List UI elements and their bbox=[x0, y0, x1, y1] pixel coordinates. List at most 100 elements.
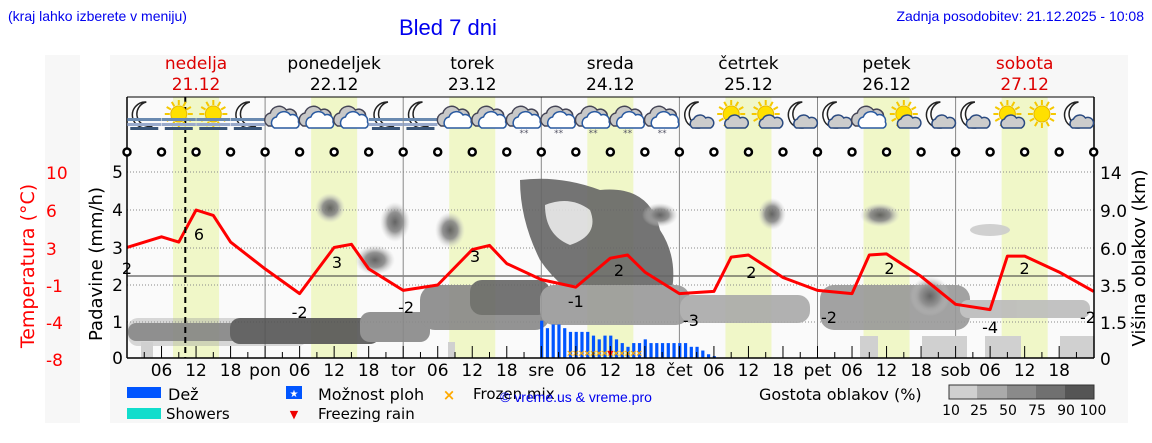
svg-text:pet: pet bbox=[804, 361, 832, 381]
page-title: Bled 7 dni bbox=[399, 15, 497, 40]
day-date: 23.12 bbox=[448, 75, 497, 95]
svg-text:-2: -2 bbox=[398, 298, 414, 317]
svg-text:2: 2 bbox=[884, 259, 894, 278]
temperature-labels: 26-23-23-12-32-22-42-2 bbox=[122, 225, 1096, 337]
svg-text:-2: -2 bbox=[1080, 308, 1096, 327]
moon-cloud-icon bbox=[684, 101, 715, 129]
svg-text:100: 100 bbox=[1080, 403, 1107, 419]
svg-text:3: 3 bbox=[332, 253, 342, 272]
svg-text:0: 0 bbox=[112, 349, 123, 369]
sun-fog-icon bbox=[161, 100, 196, 130]
svg-text:18: 18 bbox=[634, 361, 656, 381]
svg-text:0: 0 bbox=[1100, 350, 1111, 370]
last-update: Zadnja posodobitev: 21.12.2025 - 10:08 bbox=[896, 8, 1144, 24]
day-name: četrtek bbox=[718, 54, 779, 74]
svg-text:**: ** bbox=[623, 129, 633, 139]
svg-text:06: 06 bbox=[427, 361, 449, 381]
svg-text:18: 18 bbox=[910, 361, 932, 381]
cloudy-snow-icon: ** bbox=[609, 105, 645, 139]
svg-text:90: 90 bbox=[1057, 403, 1075, 419]
svg-text:10: 10 bbox=[46, 164, 68, 184]
svg-text:×: × bbox=[566, 349, 574, 359]
svg-text:06: 06 bbox=[151, 361, 173, 381]
moon-fog-icon bbox=[403, 101, 438, 130]
svg-text:čet: čet bbox=[666, 361, 693, 381]
svg-text:×: × bbox=[578, 349, 586, 359]
moon-cloud-icon bbox=[925, 101, 957, 129]
day-date: 22.12 bbox=[310, 75, 359, 95]
svg-text:14: 14 bbox=[1100, 164, 1122, 184]
svg-text:06: 06 bbox=[703, 361, 725, 381]
svg-text:12: 12 bbox=[323, 361, 345, 381]
svg-text:-2: -2 bbox=[821, 308, 837, 327]
credit-link[interactable]: © vreme.us & vreme.pro bbox=[500, 389, 652, 405]
svg-text:6.0: 6.0 bbox=[1100, 240, 1127, 260]
showers-swatch bbox=[127, 408, 161, 419]
svg-text:12: 12 bbox=[738, 361, 760, 381]
moon-fog-icon bbox=[230, 101, 265, 130]
sun-fog-icon bbox=[196, 100, 231, 130]
svg-text:Frozen mix: Frozen mix bbox=[473, 385, 555, 403]
svg-text:12: 12 bbox=[1014, 361, 1036, 381]
svg-text:18: 18 bbox=[358, 361, 380, 381]
cloudy-snow-icon: ** bbox=[505, 105, 542, 139]
svg-text:18: 18 bbox=[220, 361, 242, 381]
svg-text:18: 18 bbox=[772, 361, 794, 381]
svg-text:**: ** bbox=[554, 129, 564, 139]
svg-text:**: ** bbox=[520, 129, 530, 139]
svg-text:12: 12 bbox=[185, 361, 207, 381]
svg-text:Dež: Dež bbox=[168, 385, 199, 404]
low-cloud-bars bbox=[141, 336, 1094, 358]
svg-text:06: 06 bbox=[289, 361, 311, 381]
svg-text:-4: -4 bbox=[982, 318, 998, 337]
svg-text:×: × bbox=[630, 349, 638, 359]
sun-cloud-icon bbox=[751, 100, 784, 129]
svg-text:25: 25 bbox=[970, 403, 988, 419]
svg-text:Možnost ploh: Možnost ploh bbox=[318, 385, 424, 404]
day-date: 21.12 bbox=[172, 75, 221, 95]
svg-text:2: 2 bbox=[746, 263, 756, 282]
svg-text:pon: pon bbox=[249, 361, 281, 381]
day-name: petek bbox=[862, 54, 910, 74]
svg-text:2: 2 bbox=[614, 261, 624, 280]
svg-text:3: 3 bbox=[112, 239, 123, 259]
possible-showers-swatch bbox=[286, 386, 302, 399]
svg-text:1.5: 1.5 bbox=[1100, 314, 1127, 334]
freezing-rain-swatch: ▼ bbox=[290, 408, 299, 421]
svg-text:×: × bbox=[595, 349, 603, 359]
svg-text:-3: -3 bbox=[683, 311, 699, 330]
day-date: 25.12 bbox=[724, 75, 773, 95]
svg-text:50: 50 bbox=[999, 403, 1017, 419]
region-hint: (kraj lahko izberete v meniju) bbox=[8, 8, 187, 24]
cloud-density bbox=[128, 178, 1090, 346]
svg-text:06: 06 bbox=[979, 361, 1001, 381]
svg-text:2: 2 bbox=[1020, 259, 1030, 278]
svg-text:3.5: 3.5 bbox=[1100, 277, 1127, 297]
cloud-height-label: Višina oblakov (km) bbox=[1129, 169, 1150, 346]
moon-cloud-icon bbox=[787, 101, 819, 129]
hour-ticks bbox=[143, 346, 1077, 358]
cloud-density-scale bbox=[948, 384, 1095, 400]
precip-axis-ticks: 5 4 3 2 1 0 bbox=[112, 163, 123, 369]
svg-text:×: × bbox=[635, 349, 643, 359]
svg-text:-2: -2 bbox=[292, 303, 308, 322]
svg-text:-1: -1 bbox=[46, 277, 63, 297]
day-name: torek bbox=[450, 54, 494, 74]
cloudy-icon bbox=[264, 105, 300, 129]
cloudy-snow-icon: ** bbox=[540, 105, 576, 139]
svg-text:4: 4 bbox=[112, 201, 123, 221]
svg-text:10: 10 bbox=[942, 403, 960, 419]
svg-text:06: 06 bbox=[841, 361, 863, 381]
svg-text:sre: sre bbox=[528, 361, 554, 381]
svg-text:tor: tor bbox=[391, 361, 415, 381]
day-date: 27.12 bbox=[1000, 75, 1049, 95]
svg-text:9.0: 9.0 bbox=[1100, 202, 1127, 222]
x-axis-labels: 06 12 18 pon 06 12 18 tor 06 12 18 sre 06 12 18 čet 06 12… bbox=[151, 361, 1070, 381]
svg-text:**: ** bbox=[589, 129, 599, 139]
day-name: nedelja bbox=[165, 54, 227, 74]
svg-text:06: 06 bbox=[565, 361, 587, 381]
cloudy-icon bbox=[333, 105, 369, 129]
svg-text:6: 6 bbox=[194, 225, 204, 244]
